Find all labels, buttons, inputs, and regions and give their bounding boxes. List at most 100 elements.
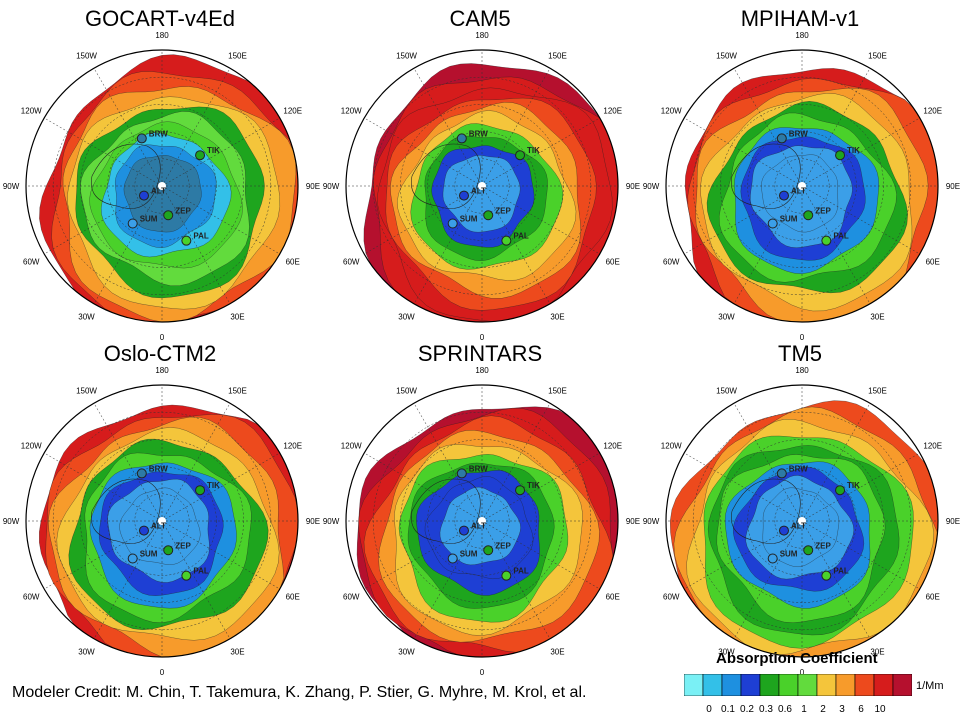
north-pole-marker (478, 517, 486, 525)
colorbar-tick-label: 6 (858, 704, 864, 715)
station-marker (458, 525, 469, 536)
station-label: TIK (207, 146, 220, 155)
map-border (25, 49, 299, 323)
colorbar-tick-label: 3 (839, 704, 845, 715)
station-marker (127, 218, 138, 229)
station-label: ZEP (495, 206, 511, 215)
station-label: SUM (140, 550, 158, 559)
station-marker (195, 485, 206, 496)
latitude-circle (747, 466, 857, 576)
longitude-label: 30W (398, 648, 415, 657)
station-label: BRW (789, 129, 808, 138)
longitude-label: 30E (230, 313, 244, 322)
colorbar-tick-label: 0.2 (740, 704, 754, 715)
meridian-line (93, 185, 163, 304)
station-marker (776, 468, 787, 479)
longitude-label: 150E (548, 51, 567, 60)
longitude-label: 90W (643, 182, 660, 191)
meridian-line (733, 185, 803, 304)
longitude-label: 30W (78, 313, 95, 322)
station-label: ZEP (815, 541, 831, 550)
station-marker (447, 218, 458, 229)
panel-title: GOCART-v4Ed (85, 6, 235, 31)
station-label: TIK (847, 481, 860, 490)
longitude-label: 30E (550, 313, 564, 322)
meridian-line (413, 68, 483, 187)
north-pole-marker (478, 182, 486, 190)
station-marker (181, 235, 192, 246)
contour-field (346, 385, 618, 657)
station-marker (458, 190, 469, 201)
colorbar-title: Absorption Coefficient (716, 650, 878, 667)
map-border (665, 384, 939, 658)
longitude-label: 180 (475, 366, 489, 375)
colorbar-tick-label: 0.3 (759, 704, 773, 715)
longitude-label: 120E (923, 442, 942, 451)
meridian-line (161, 403, 231, 522)
longitude-label: 120E (603, 442, 622, 451)
map-border (345, 384, 619, 658)
longitude-label: 0 (800, 668, 805, 675)
station-label: BRW (469, 464, 488, 473)
colorbar-tick-label: 0.6 (778, 704, 792, 715)
north-pole-marker (798, 182, 806, 190)
station-marker (778, 190, 789, 201)
longitude-label: 90W (323, 517, 340, 526)
longitude-label: 90E (946, 182, 960, 191)
longitude-label: 60E (926, 257, 940, 266)
station-label: ZEP (815, 206, 831, 215)
station-label: ALT (471, 522, 486, 531)
station-marker (821, 235, 832, 246)
station-label: TIK (207, 481, 220, 490)
longitude-label: 120W (341, 107, 362, 116)
station-marker (835, 485, 846, 496)
north-pole-marker (158, 182, 166, 190)
longitude-label: 90E (626, 182, 640, 191)
station-marker (483, 210, 494, 221)
contour-field (26, 385, 298, 657)
map-panel-gocart: GOCART-v4Ed 180 150E 120E 90E 60E 30E 0 30W 60W 9… (0, 0, 320, 340)
station-marker (456, 133, 467, 144)
longitude-label: 30E (550, 648, 564, 657)
longitude-label: 120E (283, 442, 302, 451)
latitude-circle (774, 493, 830, 549)
longitude-label: 150E (868, 51, 887, 60)
station-label: SUM (460, 215, 478, 224)
meridian-line (801, 185, 871, 304)
longitude-label: 30W (78, 648, 95, 657)
colorbar-swatch (721, 674, 742, 696)
longitude-label: 150W (396, 386, 417, 395)
map-panel-cam5: CAM5 180 150E 120E 90E 60E 30E 0 30W 60W 90W 120W 1… (320, 0, 640, 340)
contour-field (666, 385, 938, 657)
longitude-label: 120E (603, 107, 622, 116)
longitude-label: 60W (663, 592, 680, 601)
longitude-label: 180 (795, 366, 809, 375)
colorbar-swatch (835, 674, 856, 696)
latitude-circle (454, 158, 510, 214)
station-label: BRW (149, 129, 168, 138)
longitude-label: 60W (23, 592, 40, 601)
longitude-label: 150E (548, 386, 567, 395)
meridian-line (161, 520, 280, 590)
station-marker (127, 553, 138, 564)
polar-map: 180 150E 120E 90E 60E 30E 0 30W 60W 90W 120W 150W BR… (643, 366, 960, 675)
station-marker (803, 210, 814, 221)
longitude-label: 0 (480, 668, 485, 675)
colorbar-swatch (892, 674, 912, 696)
meridian-line (413, 403, 483, 522)
panel-title: MPIHAM-v1 (740, 6, 860, 31)
longitude-label: 60E (606, 592, 620, 601)
colorbar-swatch (854, 674, 875, 696)
longitude-label: 0 (160, 333, 165, 340)
longitude-label: 60E (926, 592, 940, 601)
colorbar (684, 674, 912, 696)
longitude-label: 0 (160, 668, 165, 675)
longitude-label: 150W (76, 51, 97, 60)
colorbar-swatch (797, 674, 818, 696)
station-label: TIK (847, 146, 860, 155)
longitude-label: 180 (795, 31, 809, 40)
polar-map: 180 150E 120E 90E 60E 30E 0 30W 60W 90W 120W 150W BR… (323, 31, 640, 340)
north-pole-marker (798, 517, 806, 525)
station-label: ALT (151, 187, 166, 196)
station-marker (138, 190, 149, 201)
